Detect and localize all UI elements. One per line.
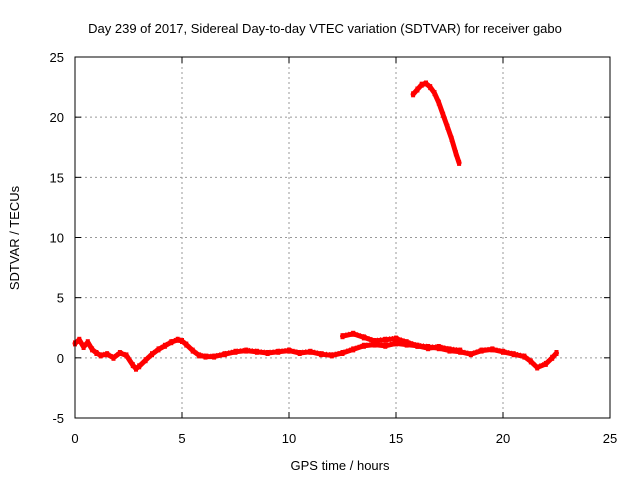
series-point bbox=[351, 330, 356, 337]
x-tick-label: 10 bbox=[282, 431, 296, 446]
series-point bbox=[180, 338, 184, 344]
series-point bbox=[550, 354, 555, 361]
x-tick-label: 5 bbox=[178, 431, 185, 446]
series-point bbox=[197, 352, 202, 359]
series-point bbox=[150, 351, 154, 358]
series-point bbox=[394, 335, 398, 342]
series-point bbox=[85, 339, 90, 346]
y-tick-label: 0 bbox=[57, 351, 64, 366]
series-point bbox=[528, 358, 533, 365]
series-point bbox=[143, 357, 148, 364]
y-tick-label: 25 bbox=[50, 50, 64, 65]
series-point bbox=[428, 84, 433, 91]
series-point bbox=[351, 346, 356, 353]
series-point bbox=[372, 341, 377, 348]
series-point bbox=[265, 350, 270, 356]
series-point bbox=[458, 347, 463, 354]
series-point bbox=[426, 345, 431, 352]
series-point bbox=[90, 346, 95, 353]
series-point bbox=[169, 339, 174, 346]
series-point bbox=[77, 336, 82, 343]
series-point bbox=[184, 341, 189, 348]
data-series bbox=[72, 80, 559, 372]
series-point bbox=[449, 135, 454, 142]
series-point bbox=[447, 346, 452, 353]
series-point bbox=[308, 348, 313, 355]
series-point bbox=[117, 350, 122, 356]
x-axis-label: GPS time / hours bbox=[291, 458, 390, 473]
series-point bbox=[124, 352, 129, 359]
series-point bbox=[445, 123, 450, 130]
series-point bbox=[329, 352, 334, 359]
series-point bbox=[111, 354, 116, 361]
series-point bbox=[175, 336, 180, 343]
series-point bbox=[554, 350, 559, 356]
series-point bbox=[383, 336, 388, 343]
series-point bbox=[297, 350, 302, 356]
y-axis-label: SDTVAR / TECUs bbox=[7, 185, 22, 290]
series-point bbox=[361, 342, 366, 349]
series-point bbox=[233, 348, 238, 355]
series-point bbox=[134, 365, 138, 372]
series-point bbox=[419, 81, 424, 88]
series-point bbox=[98, 352, 103, 359]
y-tick-label: 5 bbox=[57, 291, 64, 306]
chart-title: Day 239 of 2017, Sidereal Day-to-day VTE… bbox=[88, 21, 562, 36]
series-point bbox=[511, 351, 516, 358]
series-point bbox=[457, 159, 462, 166]
series-point bbox=[340, 350, 345, 356]
series-point bbox=[543, 360, 548, 367]
series-point bbox=[212, 353, 217, 360]
x-tick-label: 25 bbox=[603, 431, 617, 446]
series-point bbox=[522, 353, 527, 360]
ticks: 0 5 10 15 20 25 -5 0 5 10 15 20 25 bbox=[50, 50, 618, 446]
series-point bbox=[372, 338, 377, 344]
series-point bbox=[479, 347, 484, 354]
y-tick-label: 15 bbox=[50, 170, 64, 185]
series-point bbox=[156, 346, 161, 353]
series-point bbox=[287, 347, 291, 354]
series-point bbox=[432, 90, 437, 97]
series-point bbox=[137, 363, 142, 370]
series-point bbox=[94, 350, 99, 356]
series-point bbox=[383, 342, 388, 349]
series-point bbox=[254, 348, 259, 355]
series-point bbox=[276, 348, 281, 355]
series-point bbox=[436, 99, 441, 106]
series-point bbox=[415, 86, 420, 93]
series-point bbox=[501, 348, 505, 355]
x-tick-label: 0 bbox=[71, 431, 78, 446]
series-point bbox=[411, 91, 416, 98]
x-tick-label: 15 bbox=[389, 431, 403, 446]
series-point bbox=[361, 334, 366, 341]
series-point bbox=[441, 111, 446, 118]
series-point bbox=[415, 342, 420, 349]
y-tick-label: -5 bbox=[52, 411, 64, 426]
series-point bbox=[453, 150, 458, 157]
y-tick-label: 20 bbox=[50, 110, 64, 125]
series-point bbox=[81, 344, 86, 350]
series-point bbox=[394, 340, 398, 347]
series-point bbox=[222, 351, 227, 358]
series-point bbox=[105, 351, 110, 358]
series-point bbox=[424, 80, 428, 87]
series-point bbox=[244, 347, 249, 354]
series-line bbox=[72, 337, 559, 372]
series-point bbox=[130, 362, 135, 369]
series-point bbox=[436, 344, 441, 350]
series-point bbox=[535, 364, 540, 371]
series-point bbox=[190, 347, 195, 354]
series-point bbox=[319, 351, 324, 358]
series-point bbox=[404, 339, 409, 346]
y-tick-label: 10 bbox=[50, 231, 64, 246]
x-tick-label: 20 bbox=[496, 431, 510, 446]
series-point bbox=[203, 353, 208, 360]
series-point bbox=[162, 342, 167, 349]
series-point bbox=[340, 333, 345, 340]
series-line-jitter bbox=[342, 330, 461, 350]
series-point bbox=[490, 346, 495, 353]
series-point bbox=[468, 351, 473, 358]
